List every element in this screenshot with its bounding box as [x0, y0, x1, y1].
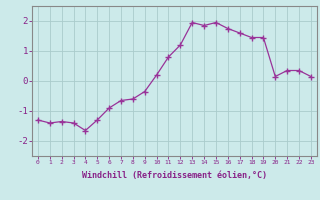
X-axis label: Windchill (Refroidissement éolien,°C): Windchill (Refroidissement éolien,°C) [82, 171, 267, 180]
